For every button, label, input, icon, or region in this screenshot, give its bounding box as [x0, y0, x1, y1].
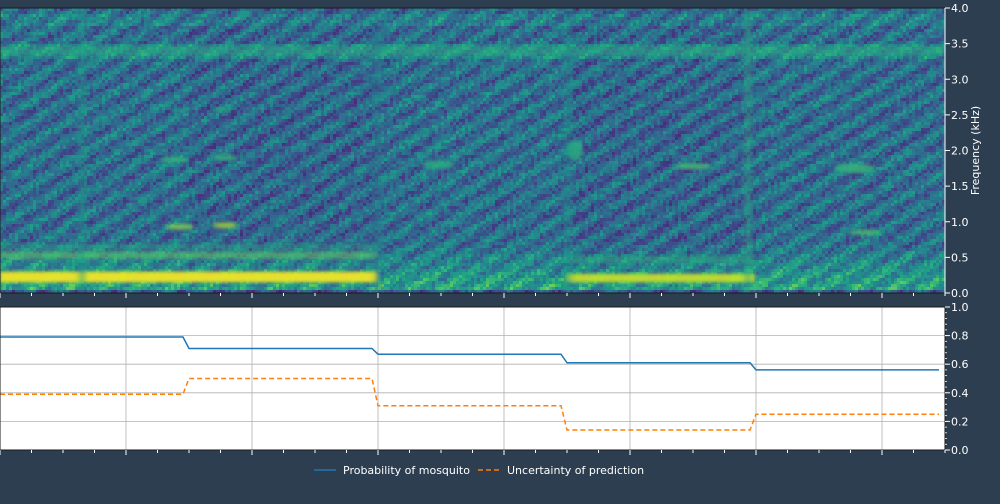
prediction-y-tick-label: 0.6: [951, 358, 969, 371]
prediction-y-tick-label: 0.0: [951, 444, 969, 457]
spectrogram-y-tick-label: 3.0: [951, 73, 969, 86]
spectrogram-y-axis-label: Frequency (kHz): [969, 106, 982, 195]
spectrogram-y-tick-label: 4.0: [951, 2, 969, 15]
spectrogram-y-tick-label: 2.0: [951, 145, 969, 158]
prediction-y-tick-label: 0.2: [951, 415, 969, 428]
prediction-y-tick-label: 0.4: [951, 387, 969, 400]
spectrogram-y-tick-label: 3.5: [951, 38, 969, 51]
spectrogram-y-tick-label: 1.0: [951, 216, 969, 229]
legend-label-uncertainty: Uncertainty of prediction: [507, 464, 644, 477]
prediction-y-tick-label: 1.0: [951, 301, 969, 314]
spectrogram-y-tick-label: 0.0: [951, 287, 969, 300]
prediction-panel: 0.0 0.2 0.4 0.6 0.8 1.0: [0, 301, 969, 457]
spectrogram-y-tick-label: 1.5: [951, 180, 969, 193]
spectrogram-y-tick-label: 2.5: [951, 109, 969, 122]
prediction-plot-area: [0, 307, 945, 450]
legend-label-probability: Probability of mosquito: [343, 464, 470, 477]
spectrogram-panel: [0, 8, 946, 294]
prediction-y-tick-label: 0.8: [951, 330, 969, 343]
spectrogram-y-tick-label: 0.5: [951, 251, 969, 264]
legend: Probability of mosquito Uncertainty of pr…: [314, 464, 644, 477]
